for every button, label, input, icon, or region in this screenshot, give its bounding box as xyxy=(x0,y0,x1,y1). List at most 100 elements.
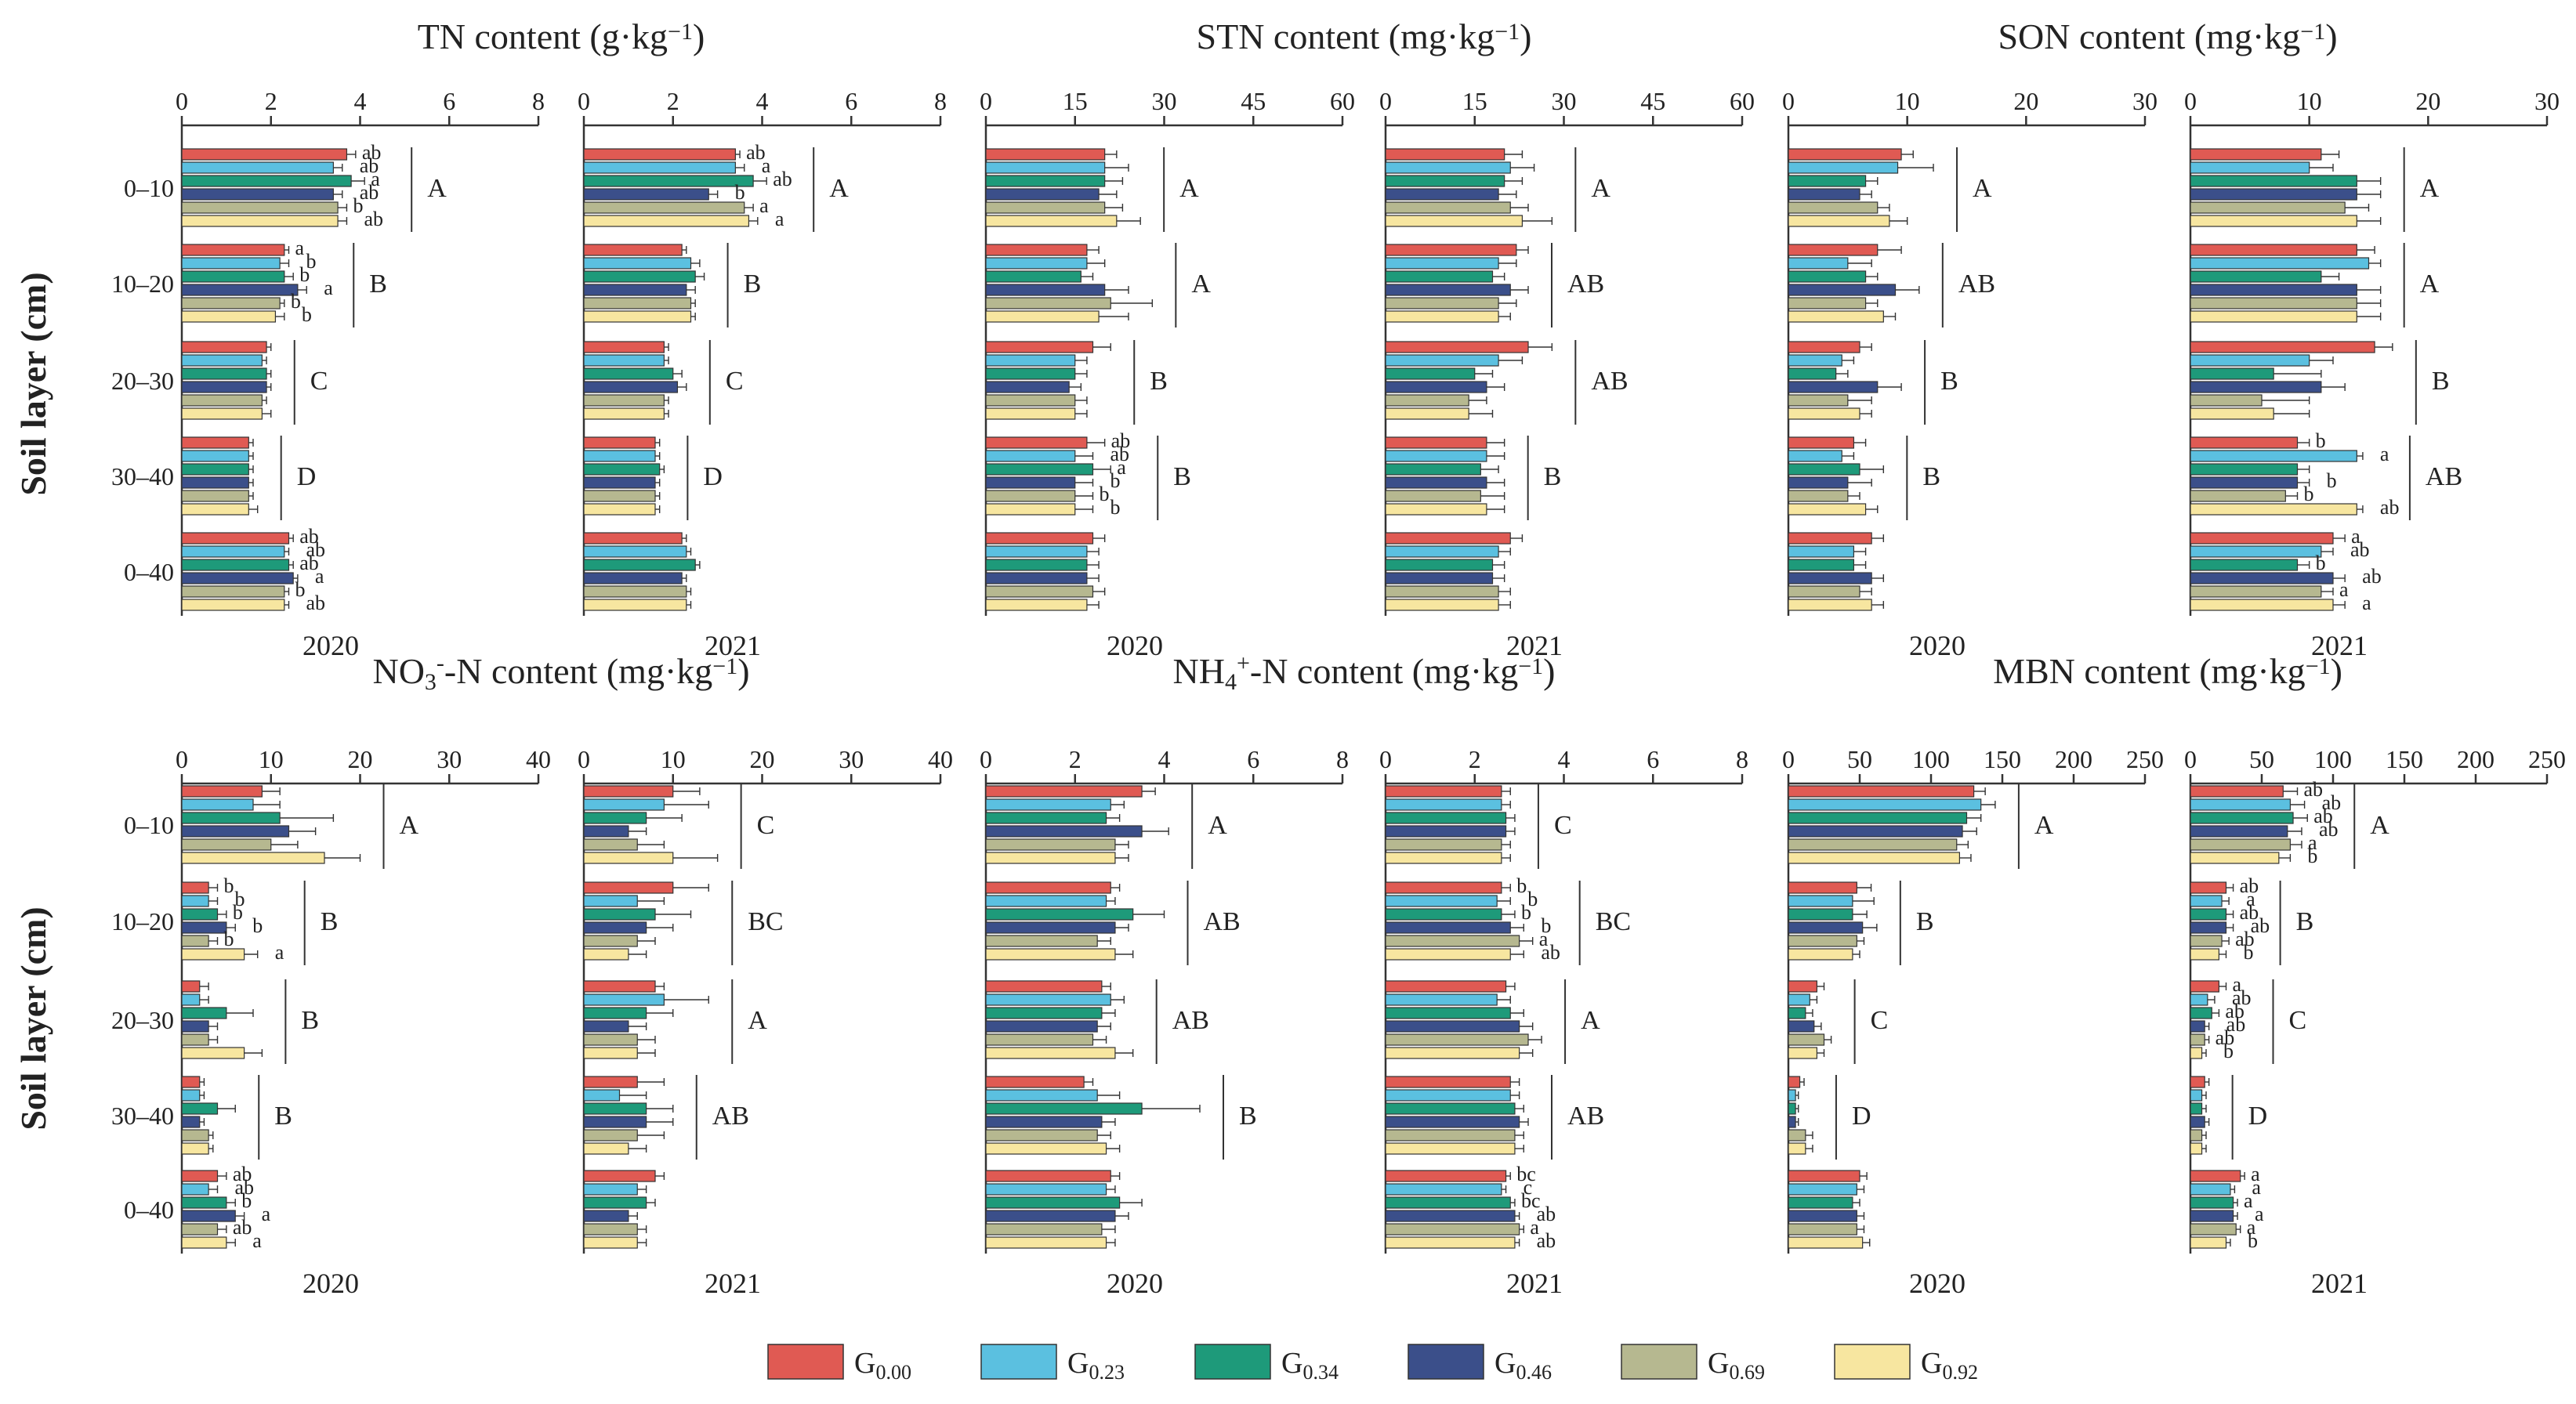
category-label: 20–30 xyxy=(111,1006,174,1034)
bar xyxy=(1788,1007,1806,1019)
bar xyxy=(2190,825,2288,838)
bar xyxy=(583,1033,638,1046)
chart-group: NO3--N content (mg·kg−1) 0 10 20 30 40 2020 0–1… xyxy=(111,650,953,1300)
tick-label: 2 xyxy=(265,87,277,115)
bar xyxy=(1385,559,1494,571)
bar xyxy=(985,1033,1094,1046)
significance-letter: a xyxy=(2246,888,2255,910)
bar xyxy=(583,367,674,380)
bar xyxy=(2190,1170,2241,1182)
bar xyxy=(1385,1007,1511,1019)
bar xyxy=(1385,1236,1516,1249)
bar xyxy=(1788,1076,1801,1088)
panel: 0 15 30 45 60 2021 A AB AB B xyxy=(1379,87,1755,661)
significance-letter: b xyxy=(1110,469,1121,492)
tick-label: 50 xyxy=(1847,745,1872,773)
bar xyxy=(1788,161,1899,174)
bar xyxy=(985,148,1106,161)
bar xyxy=(1385,532,1511,545)
bar xyxy=(1788,1236,1864,1249)
group-letter: D xyxy=(1852,1102,1871,1131)
bar xyxy=(2190,490,2286,502)
bar xyxy=(1788,825,1963,838)
group-letter: A xyxy=(1208,811,1227,840)
tick-label: 60 xyxy=(1730,87,1755,115)
significance-letter: b xyxy=(224,874,234,897)
group-letter: A xyxy=(427,174,447,203)
bar xyxy=(583,825,629,838)
bar xyxy=(181,407,263,420)
significance-letter: ab xyxy=(306,592,326,614)
significance-letter: a xyxy=(2255,1203,2264,1225)
significance-letter: ab xyxy=(2380,496,2400,519)
bar xyxy=(985,450,1076,462)
bar xyxy=(1385,545,1499,558)
panel: 0 2 4 6 8 2020 A AB AB B xyxy=(980,745,1349,1299)
significance-letter: a xyxy=(275,941,284,964)
tick-label: 4 xyxy=(756,87,769,115)
bar xyxy=(583,450,656,462)
bar xyxy=(1788,310,1884,323)
bar xyxy=(583,921,647,934)
bar xyxy=(1385,881,1502,894)
bar xyxy=(1788,895,1853,907)
significance-letter: b xyxy=(735,181,745,204)
significance-letter: ab xyxy=(1537,1229,1556,1252)
bar xyxy=(1788,476,1849,489)
bar xyxy=(583,532,683,545)
bar xyxy=(2190,407,2274,420)
bar xyxy=(985,599,1088,611)
bar xyxy=(1385,394,1469,407)
legend: G0.00 G0.23 G0.34 G0.46 G0.69 G0.92 xyxy=(767,1344,1978,1384)
bar xyxy=(2190,599,2334,611)
bar xyxy=(1788,381,1879,393)
significance-letter: a xyxy=(775,208,784,230)
bar xyxy=(1385,948,1511,961)
significance-letter: a xyxy=(315,565,324,588)
year-label: 2021 xyxy=(2311,1268,2368,1299)
bar xyxy=(1385,812,1507,824)
year-label: 2020 xyxy=(303,630,359,661)
significance-letter: b xyxy=(224,928,234,950)
bar xyxy=(985,394,1076,407)
bar xyxy=(1385,175,1505,187)
legend-label: G0.46 xyxy=(1495,1347,1552,1384)
group-letter: D xyxy=(703,462,723,491)
bar xyxy=(2190,476,2299,489)
year-label: 2020 xyxy=(1107,1268,1163,1299)
bar xyxy=(1385,852,1502,864)
significance-letter: ab xyxy=(2304,778,2324,801)
bar xyxy=(1788,1020,1815,1033)
bar xyxy=(1385,450,1487,462)
bar xyxy=(1788,838,1958,851)
y-axis-label-bottom: Soil layer (cm) xyxy=(13,906,53,1130)
bar xyxy=(985,852,1116,864)
group-letter: A xyxy=(400,811,419,840)
bar xyxy=(1788,599,1872,611)
legend-label: G0.92 xyxy=(1921,1347,1978,1384)
group-letter: B xyxy=(321,907,339,936)
bar xyxy=(583,1142,629,1155)
tick-label: 20 xyxy=(2415,87,2440,115)
bar xyxy=(583,1020,629,1033)
significance-letter: bc xyxy=(1521,1189,1541,1212)
bar xyxy=(583,490,656,502)
legend-swatch xyxy=(767,1344,844,1380)
bar xyxy=(1788,798,1982,811)
chart-groups: TN content (g·kg−1)0 2 4 6 820200–10ababaabb… xyxy=(111,16,2566,1299)
group-letter: A xyxy=(2420,270,2440,299)
bar xyxy=(1385,310,1499,323)
bar xyxy=(1788,270,1867,283)
legend-label: G0.69 xyxy=(1708,1347,1765,1384)
significance-letter: ab xyxy=(2362,565,2382,588)
group-letter: A xyxy=(1179,174,1199,203)
group-letter: B xyxy=(301,1006,319,1035)
bar xyxy=(2190,450,2357,462)
bar xyxy=(583,1170,656,1182)
tick-label: 200 xyxy=(2055,745,2092,773)
bar xyxy=(583,1076,638,1088)
bar xyxy=(583,1116,647,1128)
bar xyxy=(1385,244,1517,256)
bar xyxy=(1788,244,1879,256)
bar xyxy=(1788,215,1890,227)
